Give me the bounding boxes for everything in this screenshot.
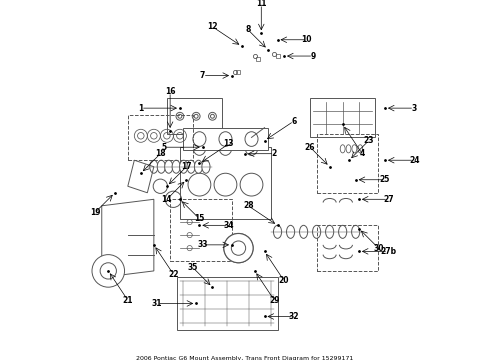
Text: 25: 25 bbox=[380, 175, 390, 184]
Text: 5: 5 bbox=[161, 143, 166, 152]
Text: 28: 28 bbox=[243, 201, 253, 210]
Text: 24: 24 bbox=[409, 156, 419, 165]
Text: 8: 8 bbox=[245, 26, 251, 35]
Text: 11: 11 bbox=[256, 0, 267, 8]
Circle shape bbox=[188, 173, 211, 196]
FancyBboxPatch shape bbox=[180, 147, 271, 219]
Ellipse shape bbox=[352, 225, 360, 238]
FancyBboxPatch shape bbox=[176, 278, 277, 329]
Circle shape bbox=[224, 234, 253, 263]
Ellipse shape bbox=[313, 225, 320, 238]
Circle shape bbox=[231, 241, 245, 255]
Text: 22: 22 bbox=[168, 270, 179, 279]
Ellipse shape bbox=[202, 160, 210, 173]
Text: 27: 27 bbox=[383, 195, 393, 204]
Text: 13: 13 bbox=[223, 139, 234, 148]
Text: 9: 9 bbox=[311, 51, 316, 60]
Ellipse shape bbox=[339, 225, 347, 238]
Circle shape bbox=[214, 173, 237, 196]
Text: 14: 14 bbox=[162, 195, 172, 204]
Text: 35: 35 bbox=[188, 263, 198, 272]
Circle shape bbox=[92, 255, 124, 287]
Text: 33: 33 bbox=[197, 240, 208, 249]
Text: 2: 2 bbox=[271, 149, 277, 158]
Ellipse shape bbox=[287, 225, 294, 238]
Text: 12: 12 bbox=[207, 22, 218, 31]
Ellipse shape bbox=[179, 160, 188, 173]
Ellipse shape bbox=[157, 160, 165, 173]
Bar bbox=[317, 225, 378, 271]
Text: 21: 21 bbox=[122, 296, 133, 305]
Text: 15: 15 bbox=[194, 214, 205, 223]
Ellipse shape bbox=[193, 139, 206, 155]
Text: 23: 23 bbox=[364, 136, 374, 145]
Text: 19: 19 bbox=[90, 208, 100, 217]
Ellipse shape bbox=[273, 225, 282, 238]
Text: 17: 17 bbox=[181, 162, 192, 171]
Text: 27b: 27b bbox=[380, 247, 396, 256]
Text: 18: 18 bbox=[155, 149, 166, 158]
Ellipse shape bbox=[195, 160, 202, 173]
Polygon shape bbox=[102, 199, 154, 278]
Circle shape bbox=[231, 241, 245, 255]
Text: 10: 10 bbox=[302, 35, 312, 44]
Bar bbox=[170, 199, 232, 261]
Ellipse shape bbox=[165, 160, 173, 173]
Ellipse shape bbox=[299, 225, 308, 238]
Circle shape bbox=[240, 173, 263, 196]
Bar bbox=[128, 114, 193, 160]
FancyBboxPatch shape bbox=[183, 128, 268, 150]
Text: 32: 32 bbox=[289, 312, 299, 321]
Text: 6: 6 bbox=[291, 117, 296, 126]
Text: 30: 30 bbox=[373, 244, 384, 253]
Text: 34: 34 bbox=[223, 221, 234, 230]
Ellipse shape bbox=[187, 160, 195, 173]
Text: 26: 26 bbox=[305, 143, 316, 152]
Ellipse shape bbox=[150, 160, 158, 173]
Ellipse shape bbox=[172, 160, 180, 173]
Circle shape bbox=[100, 263, 117, 279]
Text: 16: 16 bbox=[165, 87, 175, 96]
Ellipse shape bbox=[219, 139, 232, 155]
Ellipse shape bbox=[245, 139, 258, 155]
Text: 1: 1 bbox=[138, 104, 144, 113]
Circle shape bbox=[224, 234, 253, 263]
Bar bbox=[317, 134, 378, 193]
Text: 20: 20 bbox=[279, 276, 289, 285]
Text: 31: 31 bbox=[152, 299, 162, 308]
FancyBboxPatch shape bbox=[167, 98, 222, 134]
Text: 4: 4 bbox=[360, 149, 365, 158]
Ellipse shape bbox=[325, 225, 334, 238]
Text: 3: 3 bbox=[412, 104, 417, 113]
Text: 7: 7 bbox=[200, 71, 205, 80]
FancyBboxPatch shape bbox=[310, 98, 375, 138]
Text: 29: 29 bbox=[269, 296, 280, 305]
Text: 2006 Pontiac G6 Mount Assembly, Trans Front Diagram for 15299171: 2006 Pontiac G6 Mount Assembly, Trans Fr… bbox=[136, 356, 354, 360]
